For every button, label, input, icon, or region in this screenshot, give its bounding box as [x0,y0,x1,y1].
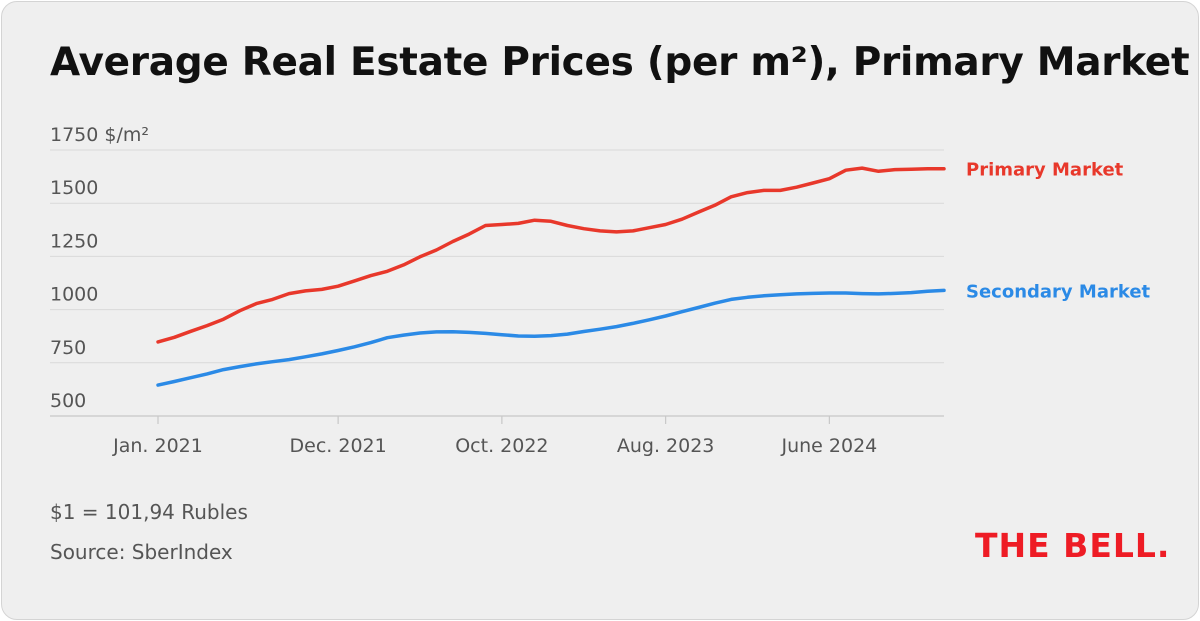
label-layer: 500 750 1000 1250 1500 1750 $/m² Jan. 2021 Dec.… [50,124,1151,457]
y-tick-label-1500: 1500 [50,177,98,199]
secondary-market-line [156,288,946,387]
primary-market-line [156,166,946,344]
y-tick-label-1250: 1250 [50,230,98,252]
grid-layer [50,149,944,364]
series-layer [156,166,946,387]
y-tick-label-1000: 1000 [50,284,98,306]
x-tick-label-2022-10: Oct. 2022 [455,435,548,457]
axis-layer [50,415,944,424]
primary-market-label: Primary Market [966,160,1124,181]
x-tick-label-2021-12: Dec. 2021 [290,435,387,457]
x-tick-label-2024-06: June 2024 [780,435,877,457]
y-tick-label-750: 750 [50,337,86,359]
source-note: Source: SberIndex [50,540,233,564]
x-tick-label-2021-01: Jan. 2021 [112,435,203,457]
x-tick-label-2023-08: Aug. 2023 [617,435,715,457]
chart-title: Average Real Estate Prices (per m²), Pri… [50,40,1190,85]
y-tick-label-500: 500 [50,390,86,412]
y-tick-label-1750: 1750 $/m² [50,124,149,146]
the-bell-logo: THE BELL. [975,526,1171,565]
secondary-market-label: Secondary Market [966,281,1151,302]
exchange-rate-note: $1 = 101,94 Rubles [50,500,248,524]
